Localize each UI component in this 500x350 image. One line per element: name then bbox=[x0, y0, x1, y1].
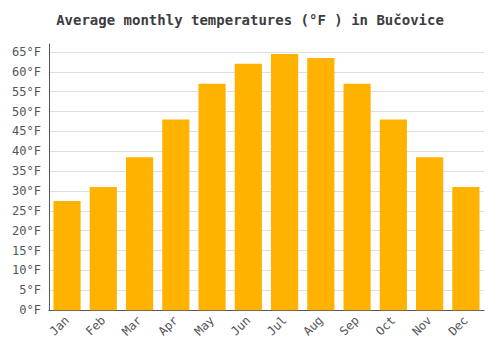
svg-text:40°F: 40°F bbox=[12, 144, 41, 158]
svg-text:Feb: Feb bbox=[83, 313, 108, 338]
svg-text:30°F: 30°F bbox=[12, 184, 41, 198]
svg-text:Apr: Apr bbox=[156, 313, 181, 338]
svg-text:May: May bbox=[192, 313, 217, 338]
svg-text:20°F: 20°F bbox=[12, 224, 41, 238]
svg-text:45°F: 45°F bbox=[12, 124, 41, 138]
svg-text:50°F: 50°F bbox=[12, 105, 41, 119]
svg-text:Jun: Jun bbox=[228, 313, 253, 338]
svg-text:Jul: Jul bbox=[264, 313, 289, 338]
svg-text:10°F: 10°F bbox=[12, 263, 41, 277]
svg-text:65°F: 65°F bbox=[12, 45, 41, 59]
svg-text:Jan: Jan bbox=[47, 313, 72, 338]
svg-text:Dec: Dec bbox=[446, 313, 471, 338]
svg-text:Oct: Oct bbox=[373, 313, 398, 338]
svg-text:Aug: Aug bbox=[301, 313, 326, 338]
svg-text:60°F: 60°F bbox=[12, 65, 41, 79]
svg-text:5°F: 5°F bbox=[19, 283, 41, 297]
svg-text:Average monthly temperatures (: Average monthly temperatures (°F ) in Bu… bbox=[56, 12, 444, 28]
svg-text:Sep: Sep bbox=[337, 313, 362, 338]
svg-text:15°F: 15°F bbox=[12, 244, 41, 258]
svg-text:25°F: 25°F bbox=[12, 204, 41, 218]
svg-text:0°F: 0°F bbox=[19, 303, 41, 317]
svg-text:35°F: 35°F bbox=[12, 164, 41, 178]
svg-text:Mar: Mar bbox=[119, 313, 144, 338]
svg-text:55°F: 55°F bbox=[12, 85, 41, 99]
svg-text:Nov: Nov bbox=[409, 313, 434, 338]
